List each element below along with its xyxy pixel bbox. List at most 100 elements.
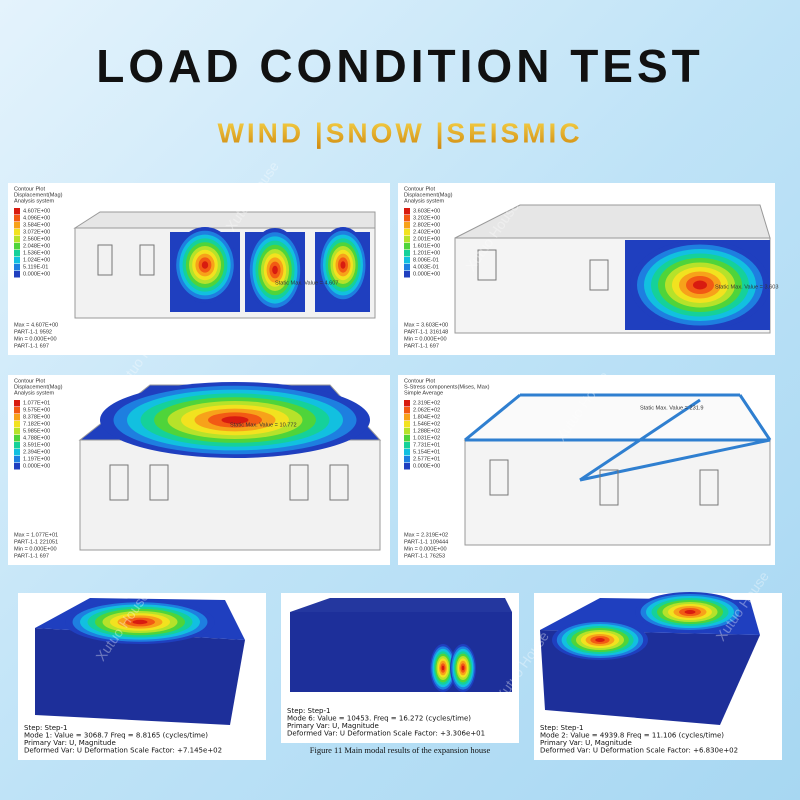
- panel-footer: Min = 0.000E+00: [404, 546, 447, 552]
- legend-label: 4.607E+00: [23, 208, 50, 214]
- legend-label: 1.536E+00: [23, 250, 50, 256]
- legend-swatch: [14, 456, 20, 463]
- legend-swatch: [404, 463, 410, 470]
- legend-label: 1.031E+02: [413, 435, 440, 441]
- legend-swatch: [404, 449, 410, 456]
- house-front: [290, 612, 512, 692]
- legend-swatch: [404, 264, 410, 271]
- contour-band: [693, 280, 707, 290]
- panel-footer: PART-1-1 9592: [14, 329, 52, 335]
- legend-swatch: [404, 435, 410, 442]
- panel-heading: Analysis system: [14, 198, 54, 204]
- legend-swatch: [404, 243, 410, 250]
- contour-band: [201, 261, 209, 269]
- legend-label: 0.000E+00: [413, 271, 440, 277]
- window: [599, 469, 619, 506]
- legend-swatch: [404, 257, 410, 264]
- panel-heading: Contour Plot: [404, 186, 436, 192]
- legend-label: 2.802E+00: [413, 222, 440, 228]
- modal-text: Deformed Var: U Deformation Scale Factor…: [24, 747, 222, 755]
- panel-footer: Max = 1.077E+01: [14, 532, 58, 538]
- legend-label: 1.077E+01: [23, 400, 50, 406]
- panel-footer: Min = 0.000E+00: [404, 336, 447, 342]
- legend-swatch: [14, 463, 20, 470]
- max-annotation: Static Max. Value = 4.607: [275, 280, 338, 286]
- panel-heading: Analysis system: [14, 390, 54, 396]
- legend-label: 1.024E+00: [23, 257, 50, 263]
- legend-swatch: [404, 407, 410, 414]
- legend-swatch: [14, 250, 20, 257]
- panel-heading: Analysis system: [404, 198, 444, 204]
- modal-text: Step: Step-1: [540, 724, 583, 732]
- legend-swatch: [14, 271, 20, 278]
- legend-label: 1.546E+02: [413, 421, 440, 427]
- legend-label: 3.591E+00: [23, 442, 50, 448]
- legend-swatch: [14, 449, 20, 456]
- legend-swatch: [404, 400, 410, 407]
- legend-swatch: [14, 414, 20, 421]
- legend-swatch: [404, 456, 410, 463]
- legend-label: 2.560E+00: [23, 236, 50, 242]
- legend-label: 7.182E+00: [23, 421, 50, 427]
- legend-swatch: [14, 208, 20, 215]
- legend-label: 5.985E+00: [23, 428, 50, 434]
- legend-swatch: [404, 442, 410, 449]
- legend-swatch: [404, 236, 410, 243]
- legend-swatch: [14, 435, 20, 442]
- legend-swatch: [14, 442, 20, 449]
- legend-label: 9.575E+00: [23, 407, 50, 413]
- panel-footer: PART-1-1 697: [14, 343, 49, 349]
- window: [329, 464, 349, 501]
- legend-label: 4.788E+00: [23, 435, 50, 441]
- legend-swatch: [404, 414, 410, 421]
- contour-band: [441, 665, 445, 671]
- legend-label: 8.006E-01: [413, 257, 439, 263]
- title: LOAD CONDITION TEST: [96, 40, 704, 92]
- contour-band: [684, 610, 696, 614]
- legend-label: 0.000E+00: [23, 463, 50, 469]
- legend-label: 2.062E+02: [413, 407, 440, 413]
- panel-heading: S-Stress components(Mises, Max): [404, 384, 490, 390]
- legend-swatch: [404, 271, 410, 278]
- legend-label: 1.804E+02: [413, 414, 440, 420]
- legend-label: 3.072E+00: [23, 229, 50, 235]
- legend-label: 2.394E+00: [23, 449, 50, 455]
- panel-footer: PART-1-1 697: [404, 343, 439, 349]
- legend-label: 0.000E+00: [413, 463, 440, 469]
- legend-label: 2.048E+00: [23, 243, 50, 249]
- legend-label: 2.577E+01: [413, 456, 440, 462]
- panel-footer: Max = 4.607E+00: [14, 322, 58, 328]
- legend-swatch: [14, 243, 20, 250]
- modal-text: Mode 1: Value = 3068.7 Freq = 8.8165 (cy…: [24, 732, 208, 740]
- legend-swatch: [404, 229, 410, 236]
- window: [149, 464, 169, 501]
- max-annotation: Static Max. Value = 10.772: [230, 422, 297, 428]
- frame-beam: [738, 394, 772, 441]
- legend-label: 3.202E+00: [413, 215, 440, 221]
- window: [97, 244, 113, 276]
- contour-band: [272, 265, 278, 275]
- window: [489, 459, 509, 496]
- legend-label: 3.603E+00: [413, 208, 440, 214]
- legend-label: 5.154E+01: [413, 449, 440, 455]
- panel-heading: Displacement(Mag): [14, 384, 63, 390]
- legend-label: 1.197E+00: [23, 456, 50, 462]
- legend-swatch: [404, 250, 410, 257]
- legend-label: 3.584E+00: [23, 222, 50, 228]
- legend-label: 1.288E+02: [413, 428, 440, 434]
- contour-band: [461, 665, 465, 671]
- window: [289, 464, 309, 501]
- max-annotation: Static Max. Value = 231.9: [640, 405, 703, 411]
- panel-heading: Contour Plot: [404, 378, 436, 384]
- roof: [290, 598, 512, 612]
- panel-heading: Displacement(Mag): [14, 192, 63, 198]
- legend-label: 2.402E+00: [413, 229, 440, 235]
- modal-text: Step: Step-1: [24, 724, 67, 732]
- contour-band: [132, 619, 148, 625]
- figure-caption: Figure 11 Main modal results of the expa…: [310, 745, 491, 755]
- legend-swatch: [404, 428, 410, 435]
- panel-heading: Contour Plot: [14, 378, 46, 384]
- subtitle: WIND |SNOW |SEISMIC: [217, 117, 582, 148]
- contour-band: [221, 416, 249, 424]
